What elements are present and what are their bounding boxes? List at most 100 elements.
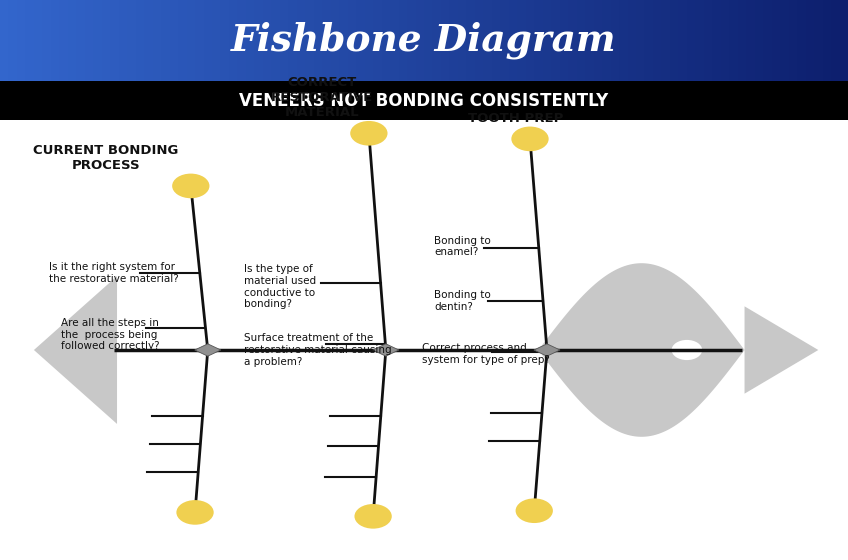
Bar — [806, 0, 816, 81]
Text: Fishbone Diagram: Fishbone Diagram — [232, 22, 616, 59]
Bar — [76, 0, 86, 81]
Bar — [840, 0, 848, 81]
Bar — [670, 0, 680, 81]
Bar — [746, 0, 756, 81]
Bar — [280, 0, 290, 81]
Bar — [59, 0, 70, 81]
Bar — [831, 0, 841, 81]
Bar — [237, 0, 248, 81]
Bar — [449, 0, 460, 81]
Bar — [382, 0, 392, 81]
Bar — [34, 0, 44, 81]
Bar — [254, 0, 265, 81]
Text: Bonding to
enamel?: Bonding to enamel? — [434, 236, 491, 257]
Bar — [424, 0, 434, 81]
Polygon shape — [373, 344, 399, 356]
Bar — [687, 0, 697, 81]
Text: CURRENT BONDING
PROCESS: CURRENT BONDING PROCESS — [33, 144, 179, 172]
Bar — [534, 0, 544, 81]
Bar — [704, 0, 714, 81]
Text: CORRECT
RESTORATIVE
MATERIAL: CORRECT RESTORATIVE MATERIAL — [271, 76, 373, 119]
Bar — [568, 0, 578, 81]
Bar — [823, 0, 833, 81]
Text: Surface treatment of the
restorative material causing
a problem?: Surface treatment of the restorative mat… — [244, 333, 392, 367]
Circle shape — [516, 498, 553, 523]
Bar — [543, 0, 553, 81]
Text: Are all the steps in
the  process being
followed correctly?: Are all the steps in the process being f… — [61, 318, 159, 352]
Bar — [780, 0, 790, 81]
Bar — [721, 0, 731, 81]
Bar — [416, 0, 426, 81]
Bar — [458, 0, 468, 81]
Bar — [611, 0, 621, 81]
Circle shape — [354, 504, 392, 529]
Bar — [127, 0, 137, 81]
Bar — [594, 0, 604, 81]
Bar — [551, 0, 561, 81]
Bar — [399, 0, 409, 81]
Bar — [466, 0, 477, 81]
Bar — [119, 0, 129, 81]
Bar — [432, 0, 443, 81]
Bar — [585, 0, 595, 81]
Bar — [93, 0, 103, 81]
Bar — [0, 81, 848, 120]
Bar — [365, 0, 375, 81]
Bar — [526, 0, 536, 81]
Bar — [153, 0, 163, 81]
Bar — [220, 0, 231, 81]
Text: TOOTH PREP: TOOTH PREP — [468, 112, 563, 125]
Bar — [17, 0, 27, 81]
Bar — [42, 0, 53, 81]
Bar — [789, 0, 799, 81]
Circle shape — [350, 121, 388, 146]
Bar — [212, 0, 222, 81]
Bar — [755, 0, 765, 81]
Polygon shape — [538, 263, 818, 437]
Bar — [331, 0, 341, 81]
Bar — [678, 0, 689, 81]
Bar — [8, 0, 19, 81]
Polygon shape — [195, 344, 220, 356]
Bar — [797, 0, 807, 81]
Bar — [0, 0, 10, 81]
Bar — [390, 0, 400, 81]
Bar — [373, 0, 383, 81]
Bar — [653, 0, 663, 81]
Bar — [644, 0, 655, 81]
Bar — [288, 0, 298, 81]
Bar — [729, 0, 739, 81]
Bar — [500, 0, 510, 81]
Bar — [602, 0, 612, 81]
Circle shape — [172, 174, 209, 198]
Bar — [144, 0, 154, 81]
Bar — [68, 0, 78, 81]
Bar — [195, 0, 205, 81]
Circle shape — [672, 340, 702, 360]
Bar — [763, 0, 773, 81]
Bar — [204, 0, 214, 81]
Bar — [229, 0, 239, 81]
Bar — [560, 0, 570, 81]
Bar — [51, 0, 61, 81]
Bar — [577, 0, 587, 81]
Bar — [263, 0, 273, 81]
Circle shape — [176, 500, 214, 525]
Bar — [636, 0, 646, 81]
Bar — [619, 0, 629, 81]
Text: Is it the right system for
the restorative material?: Is it the right system for the restorati… — [49, 263, 179, 284]
Bar — [738, 0, 748, 81]
Bar — [628, 0, 638, 81]
Bar — [170, 0, 180, 81]
Bar — [475, 0, 485, 81]
Text: Is the type of
material used
conductive to
bonding?: Is the type of material used conductive … — [244, 264, 316, 309]
Bar — [136, 0, 146, 81]
Bar — [322, 0, 332, 81]
Bar — [407, 0, 417, 81]
Bar — [814, 0, 824, 81]
Bar — [509, 0, 519, 81]
Polygon shape — [534, 344, 560, 356]
Text: Bonding to
dentin?: Bonding to dentin? — [434, 291, 491, 312]
Bar — [161, 0, 171, 81]
Bar — [297, 0, 307, 81]
